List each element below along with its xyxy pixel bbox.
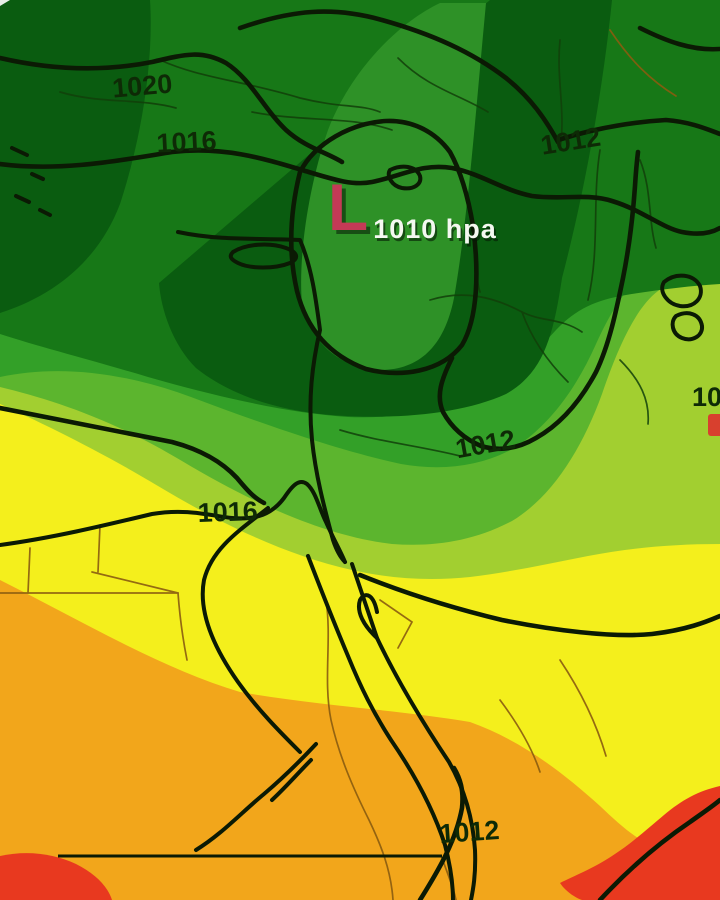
country-borders-south [0,29,677,900]
map-edge-artifact [0,0,10,6]
isobar-1012-south [437,149,641,452]
isobar-1012-loop [288,118,479,376]
isobar-1016-line [0,148,720,236]
nubia-squiggle-1 [194,742,318,852]
isobar-labels: 1020 1016 1012 1012 1016 1008 1012 [111,68,720,849]
isobar-label-1020: 1020 [111,68,173,103]
low-pressure-value-shadow: 1010 hpa [375,217,499,247]
pressure-band-red-southeast [560,786,720,900]
lake-east-1 [660,273,703,309]
isobar-ne-corner [637,25,720,52]
low-pressure-value: 1010 hpa [373,214,497,244]
isobar-label-1008-clipped: 1008 [692,382,720,412]
low-symbol-shadow: L [332,174,372,248]
cyprus-island [228,242,299,270]
isobar-label-1012-bottom: 1012 [438,815,500,849]
isobar-label-1016-north: 1016 [156,125,218,158]
nile-river [325,599,394,900]
secondary-low-marker-clipped [708,414,720,436]
aegean-islands [10,146,52,217]
nile-valley [200,506,302,754]
isobar-west-branch [0,405,267,506]
low-pressure-symbol: L [328,170,368,244]
pressure-band-deep-green-west [0,0,151,313]
lake-van [386,164,423,191]
pressure-band-low-center-green [301,3,486,370]
isobar-1016-south [357,572,720,638]
isobar-lines [0,9,720,900]
nubia-squiggle-2 [270,758,313,802]
isobar-north-arc [237,9,561,145]
lake-east-2 [670,311,705,342]
pressure-band-red-southwest [0,853,112,900]
gulf-of-aqaba [350,562,379,640]
isobar-1012-ne [555,117,720,143]
isobar-1020-line [0,52,345,165]
egypt-med-coast [0,479,347,564]
isobar-southeast [597,797,720,900]
low-pressure-center: L L 1010 hpa 1010 hpa [328,170,499,248]
isobar-1012-bottom [417,765,465,900]
isobar-label-1016-south: 1016 [197,496,258,528]
